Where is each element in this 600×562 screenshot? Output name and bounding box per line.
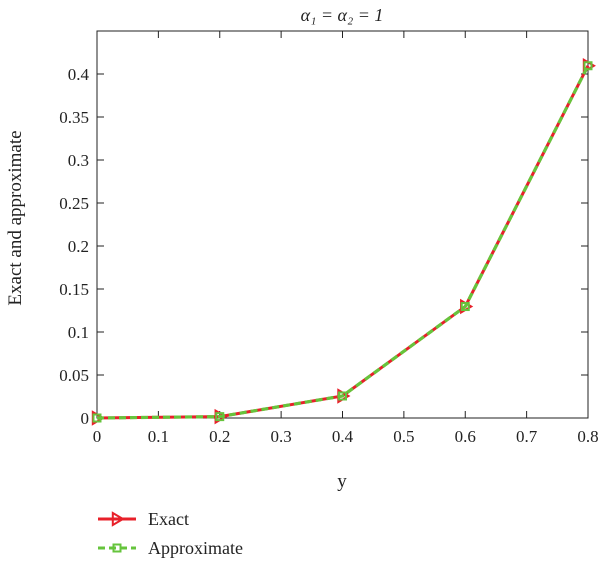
y-tick-label: 0.05 bbox=[59, 366, 89, 385]
y-tick-label: 0.25 bbox=[59, 194, 89, 213]
y-tick-label: 0.4 bbox=[68, 65, 90, 84]
series-layer bbox=[91, 57, 596, 426]
x-tick-label: 0.7 bbox=[516, 427, 538, 446]
data-point-approximate bbox=[338, 391, 347, 401]
y-tick-label: 0 bbox=[81, 409, 90, 428]
y-axis-title: Exact and approximate bbox=[5, 130, 26, 305]
legend-item-approximate: Approximate bbox=[98, 538, 243, 558]
legend: Exact Approximate bbox=[98, 509, 243, 558]
legend-marker bbox=[111, 511, 125, 527]
plot-area-frame bbox=[96, 30, 589, 419]
series-line-exact bbox=[96, 65, 590, 420]
data-point-approximate bbox=[215, 412, 225, 422]
x-tick-label: 0.2 bbox=[209, 427, 230, 446]
chart-title: α₁ = α₂ = 1 bbox=[301, 5, 384, 25]
legend-marker bbox=[112, 543, 122, 553]
y-tick-label: 0.3 bbox=[68, 151, 89, 170]
x-tick-label: 0.6 bbox=[455, 427, 476, 446]
x-tick-label: 0.5 bbox=[393, 427, 414, 446]
data-point-approximate bbox=[92, 413, 102, 423]
x-axis-title: y bbox=[337, 471, 347, 492]
series-line-approximate bbox=[96, 65, 590, 420]
y-tick-label: 0.1 bbox=[68, 323, 89, 342]
y-tick-label: 0.2 bbox=[68, 237, 89, 256]
legend-label: Approximate bbox=[148, 538, 243, 558]
axis-tick-labels: 0 0.1 0.2 0.3 0.4 0.5 0.6 0.7 0.8 0 0.05 0.1 0.15 0.2… bbox=[59, 65, 598, 446]
legend-item-exact: Exact bbox=[98, 509, 189, 529]
legend-label: Exact bbox=[148, 509, 189, 529]
x-tick-label: 0.8 bbox=[577, 427, 598, 446]
y-tick-label: 0.15 bbox=[59, 280, 89, 299]
y-tick-label: 0.35 bbox=[59, 108, 89, 127]
x-tick-label: 0 bbox=[93, 427, 102, 446]
x-tick-label: 0.3 bbox=[271, 427, 292, 446]
x-tick-label: 0.1 bbox=[148, 427, 169, 446]
data-point-approximate bbox=[583, 61, 593, 71]
data-point-approximate bbox=[460, 302, 470, 312]
x-tick-label: 0.4 bbox=[332, 427, 354, 446]
axis-ticks bbox=[96, 31, 589, 419]
